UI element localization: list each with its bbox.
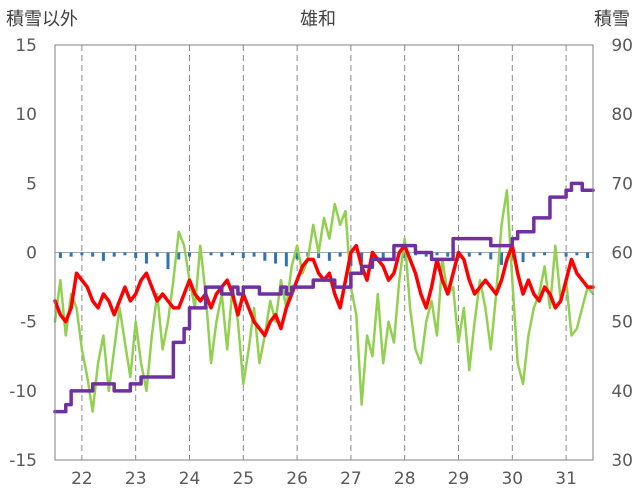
- x-tick-label: 25: [232, 469, 254, 489]
- x-tick-label: 26: [286, 469, 308, 489]
- precip-bar: [112, 252, 116, 257]
- chart-title: 雄和: [300, 9, 336, 30]
- precip-bar: [166, 252, 170, 270]
- y-right-tick-label: 80: [611, 105, 633, 125]
- x-tick-label: 24: [179, 469, 201, 489]
- precip-bar: [381, 252, 385, 260]
- tick-labels: 22 23 24 25 26 27 28 29 30 31151050-5-10-15908070…: [9, 36, 633, 489]
- precip-bar: [134, 252, 138, 259]
- y-left-tick-label: -15: [9, 451, 37, 471]
- y-right-tick-label: 50: [611, 313, 633, 333]
- y-right-tick-label: 30: [611, 451, 633, 471]
- precip-bar: [317, 252, 321, 259]
- y-right-tick-label: 90: [611, 36, 633, 56]
- precip-bar: [543, 252, 547, 256]
- precip-bar: [231, 252, 235, 256]
- precip-bar: [435, 252, 439, 256]
- y-left-tick-label: 10: [15, 105, 37, 125]
- precip-bar: [478, 252, 482, 256]
- precip-bar: [155, 252, 159, 257]
- precip-bar: [144, 252, 148, 264]
- precip-bar: [403, 252, 407, 259]
- x-tick-label: 31: [555, 469, 577, 489]
- precip-bar: [338, 252, 342, 257]
- precip-bar: [123, 252, 127, 256]
- precip-bar: [80, 252, 84, 256]
- precip-bar: [295, 252, 299, 260]
- right-axis-title: 積雪: [594, 9, 630, 30]
- precip-bar: [241, 252, 245, 259]
- y-left-tick-label: -10: [9, 382, 37, 402]
- precip-bar: [252, 252, 256, 257]
- precip-bar: [500, 252, 504, 265]
- x-tick-label: 23: [125, 469, 147, 489]
- y-right-tick-label: 40: [611, 382, 633, 402]
- y-left-tick-label: 5: [26, 174, 37, 194]
- y-left-tick-label: 0: [26, 244, 37, 264]
- precip-bar: [564, 252, 568, 257]
- plot-area-frame: [54, 44, 594, 461]
- precip-bar: [510, 252, 514, 259]
- precip-bar: [521, 252, 525, 263]
- left-axis-title: 積雪以外: [6, 9, 78, 30]
- precip-bar: [209, 252, 213, 256]
- precip-bar: [91, 252, 95, 257]
- y-left-tick-label: -5: [20, 313, 37, 333]
- precip-bar: [274, 252, 278, 264]
- series-lines: [53, 181, 595, 414]
- precip-bar: [177, 252, 181, 260]
- precip-bar: [446, 252, 450, 257]
- precip-bar: [532, 252, 536, 257]
- x-tick-label: 27: [340, 469, 362, 489]
- wind-line: [53, 189, 595, 413]
- precip-bar: [575, 252, 579, 256]
- precip-bar: [360, 252, 364, 263]
- precip-bar: [586, 252, 590, 259]
- precip-bar: [188, 252, 191, 257]
- precip-bar: [284, 252, 288, 267]
- precip-bar: [58, 252, 62, 259]
- precip-bar: [467, 252, 471, 257]
- precip-bar: [327, 252, 331, 261]
- precip-bar: [489, 252, 493, 260]
- x-tick-label: 30: [501, 469, 523, 489]
- precip-bar: [101, 252, 105, 261]
- x-tick-label: 22: [71, 469, 93, 489]
- precip-bar: [220, 252, 224, 257]
- x-tick-label: 28: [394, 469, 416, 489]
- snow_depth-line: [53, 181, 595, 414]
- y-left-tick-label: 15: [15, 36, 37, 56]
- x-tick-label: 29: [448, 469, 470, 489]
- y-right-tick-label: 60: [611, 244, 633, 264]
- precip-bar: [263, 252, 267, 261]
- precip-bar: [69, 252, 73, 257]
- precip-bar: [424, 252, 428, 257]
- y-right-tick-label: 70: [611, 174, 633, 194]
